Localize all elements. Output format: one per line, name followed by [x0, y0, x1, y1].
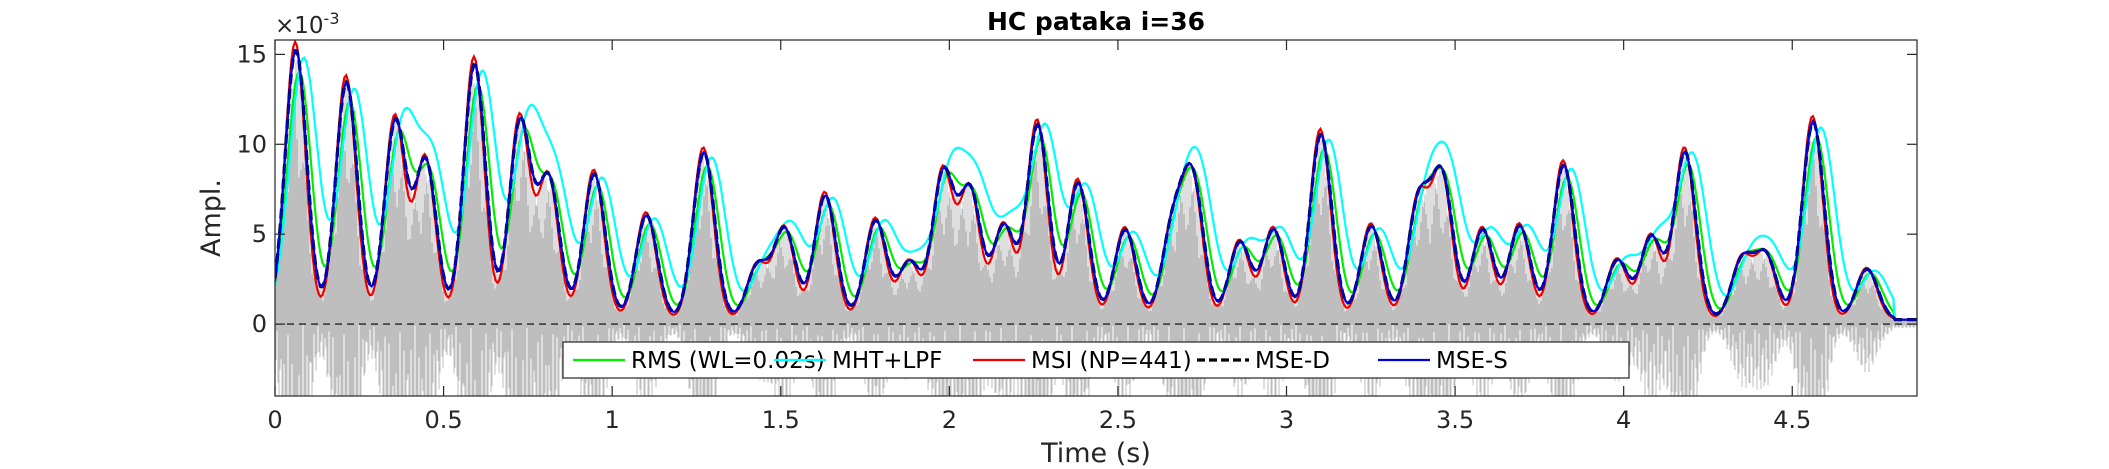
y-tick-label: 0 [252, 310, 267, 338]
legend-label: MHT+LPF [832, 348, 942, 374]
y-tick-label: 10 [236, 130, 267, 158]
x-tick-label: 0.5 [424, 406, 462, 434]
x-tick-label: 2.5 [1099, 406, 1137, 434]
legend-label: MSE-S [1436, 348, 1508, 374]
y-tick-label: 15 [236, 40, 267, 68]
y-exponent-label: ×10-3 [275, 9, 340, 39]
x-tick-label: 4 [1616, 406, 1631, 434]
legend-label: MSE-D [1255, 348, 1330, 374]
x-axis-label: Time (s) [1040, 438, 1151, 469]
x-tick-label: 2 [942, 406, 957, 434]
x-tick-label: 1 [605, 406, 620, 434]
x-tick-label: 1.5 [762, 406, 800, 434]
chart-title: HC pataka i=36 [987, 7, 1205, 36]
series-line-mse-s [275, 49, 1917, 321]
y-tick-label: 5 [252, 220, 267, 248]
y-axis-label: Ampl. [196, 179, 227, 257]
x-axis: 0 0.5 1 1.5 2 2.5 3 3.5 4 4.5 [267, 40, 1811, 434]
x-tick-label: 3 [1279, 406, 1294, 434]
legend-label: MSI (NP=441) [1031, 348, 1192, 374]
legend: RMS (WL=0.02s) MHT+LPF MSI (NP=441) MSE-D MS… [562, 341, 1630, 379]
series-layer [275, 40, 1917, 322]
y-axis: 0 5 10 15 [236, 40, 1917, 338]
waveform-layer [275, 60, 1917, 396]
plot-border [274, 39, 1918, 397]
x-tick-label: 0 [267, 406, 282, 434]
legend-box [562, 341, 1630, 379]
x-tick-label: 4.5 [1773, 406, 1811, 434]
plot-area [274, 39, 1918, 397]
x-tick-label: 3.5 [1436, 406, 1474, 434]
raw-waveform [275, 60, 1917, 396]
